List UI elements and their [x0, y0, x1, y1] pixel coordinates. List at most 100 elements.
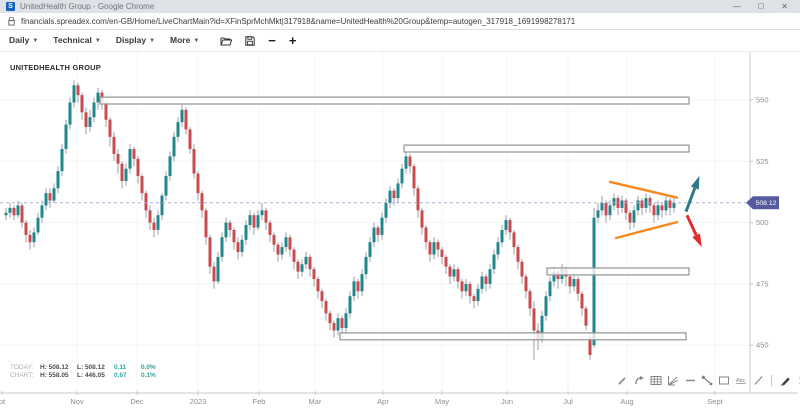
zoom-out-icon[interactable]: − [268, 32, 276, 48]
url-text[interactable]: financials.spreadex.com/en-GB/Home/LiveC… [21, 16, 576, 26]
marker-pen-icon[interactable] [779, 373, 791, 387]
candle [92, 102, 96, 118]
grid-table-icon[interactable] [650, 373, 662, 387]
candle [456, 269, 460, 282]
legend-high: H: 508.12 [40, 364, 69, 371]
candle [228, 222, 232, 230]
candle [600, 203, 604, 211]
window-titlebar[interactable]: S UnitedHealth Group - Google Chrome — ▢… [0, 0, 800, 13]
chart-area[interactable]: 550 525 500 475 450 pt Nov Dec 2023 Feb Mar Apr May J… [0, 52, 800, 420]
candle [32, 232, 36, 243]
rectangle-icon[interactable] [718, 373, 730, 387]
resistance-zone-530[interactable] [403, 144, 690, 153]
maximize-button[interactable]: ▢ [757, 3, 765, 10]
horizontal-line-icon[interactable] [684, 373, 696, 387]
menu-more[interactable]: More ▼ [170, 36, 199, 45]
candle [276, 244, 280, 255]
candle [488, 269, 492, 284]
axes: 550 525 500 475 450 pt Nov Dec 2023 Feb Mar Apr May J… [0, 52, 798, 406]
candle [272, 234, 276, 245]
pennant-lower-trendline[interactable] [614, 220, 679, 240]
y-axis-tick-label: 475 [756, 279, 769, 288]
menu-daily[interactable]: Daily ▼ [9, 36, 38, 45]
candle [504, 220, 508, 230]
candle [388, 190, 392, 203]
x-axis-tick-label: Apr [377, 397, 389, 406]
breakdown-down-arrow[interactable] [685, 214, 702, 248]
candle [420, 210, 424, 228]
lock-icon [8, 16, 15, 26]
candle [624, 200, 628, 213]
trendline-icon[interactable] [701, 373, 713, 387]
legend-change: 0.11 [114, 364, 127, 371]
candle [292, 249, 296, 262]
text-abc-icon[interactable]: Abc [735, 373, 747, 387]
candle [108, 119, 112, 137]
candle [572, 279, 576, 287]
resistance-zone-550[interactable] [99, 96, 690, 105]
candle [24, 222, 28, 235]
drawing-toolbar: Abc [616, 372, 800, 388]
clear-x-icon[interactable] [796, 373, 800, 387]
support-zone-480[interactable] [546, 267, 690, 276]
candle [424, 227, 428, 243]
breakout-up-arrow[interactable] [684, 175, 700, 213]
candle [428, 242, 432, 255]
candle [412, 166, 416, 189]
candle [436, 242, 440, 250]
candle [408, 156, 412, 167]
zoom-in-icon[interactable]: + [288, 32, 297, 48]
close-button[interactable]: ✕ [781, 1, 788, 11]
candle [384, 203, 388, 218]
candle [280, 247, 284, 255]
candle [432, 242, 436, 255]
candle [440, 249, 444, 257]
y-axis-tick-label: 525 [756, 157, 769, 166]
menu-daily-label: Daily [9, 35, 30, 46]
pennant-upper-trendline[interactable] [608, 180, 679, 199]
candle [176, 122, 180, 137]
candle [172, 136, 176, 157]
polyline-icon[interactable] [633, 373, 645, 387]
candle [104, 102, 108, 120]
candle [592, 217, 596, 346]
candle [628, 212, 632, 223]
candle [12, 207, 16, 216]
candle [112, 136, 116, 154]
chevron-down-icon: ▼ [94, 37, 101, 44]
candle [308, 256, 312, 270]
candle [640, 200, 644, 208]
candle [344, 313, 348, 328]
save-icon[interactable] [245, 35, 255, 46]
legend-low: L: 508.12 [77, 364, 105, 371]
candle [316, 279, 320, 292]
legend-change: 0.67 [114, 372, 127, 379]
candle [356, 281, 360, 292]
legend-change-pct: 0.0% [141, 364, 156, 371]
ray-icon[interactable] [752, 373, 764, 387]
support-zone-455[interactable] [339, 332, 687, 341]
open-folder-icon[interactable] [220, 36, 233, 46]
candle [596, 210, 600, 218]
candle [68, 102, 72, 125]
minimize-button[interactable]: — [732, 1, 741, 11]
toolbar-separator [771, 374, 772, 386]
menu-display[interactable]: Display ▼ [116, 36, 155, 45]
svg-text:Abc: Abc [736, 377, 746, 383]
candle [648, 198, 652, 206]
candle [260, 210, 264, 216]
candle [336, 318, 340, 331]
pencil-icon[interactable] [616, 373, 628, 387]
instrument-title: UNITEDHEALTH GROUP [10, 63, 101, 72]
menu-technical[interactable]: Technical ▼ [53, 36, 101, 45]
candle [296, 261, 300, 272]
legend-row: TODAY: H: 508.12 L: 508.12 0.11 0.0% [10, 364, 168, 372]
candle [168, 156, 172, 176]
address-bar[interactable]: financials.spreadex.com/en-GB/Home/LiveC… [0, 13, 800, 30]
price-chart-canvas[interactable]: 550 525 500 475 450 pt Nov Dec 2023 Feb Mar Apr May J… [0, 52, 800, 420]
fan-lines-icon[interactable] [667, 373, 679, 387]
candle [472, 296, 476, 302]
candle [180, 109, 184, 123]
x-axis-tick-label: Jun [501, 397, 513, 406]
y-axis-tick-label: 450 [756, 341, 769, 350]
